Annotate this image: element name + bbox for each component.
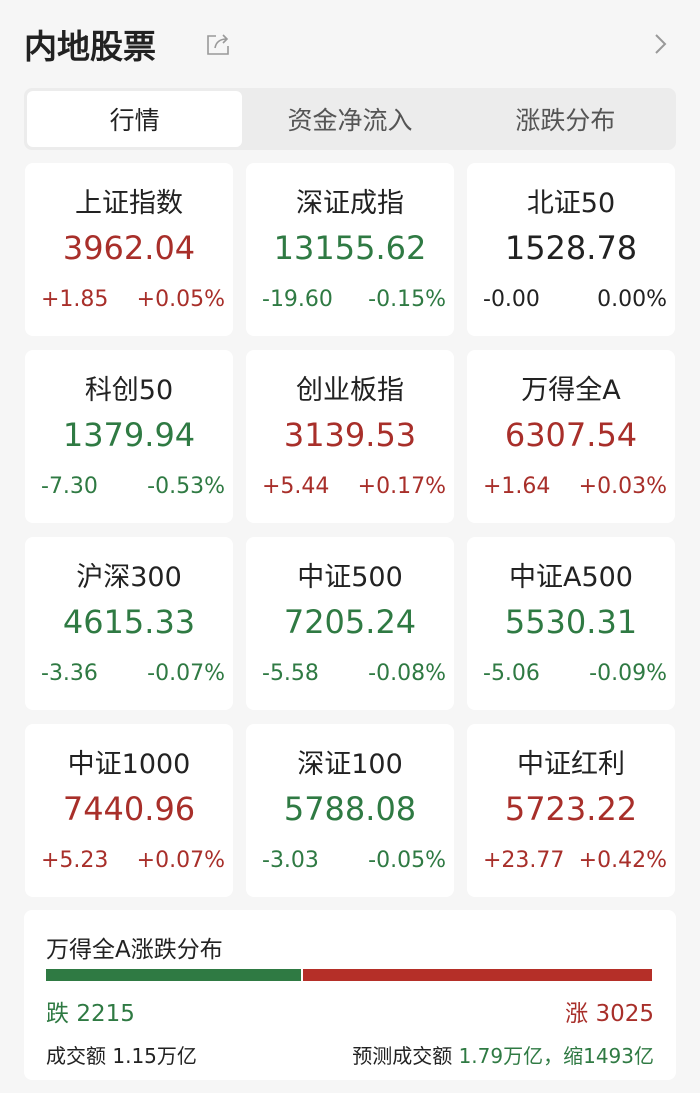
index-percent: 0.00%: [597, 287, 667, 312]
index-change: +23.77: [483, 848, 565, 873]
index-change: -19.60: [262, 287, 333, 312]
index-percent: -0.15%: [368, 287, 446, 312]
index-value: 7440.96: [62, 790, 196, 828]
index-name: 沪深300: [76, 562, 182, 593]
index-name: 万得全A: [521, 375, 621, 406]
index-grid: 上证指数 3962.04 +1.85 +0.05% 深证成指 13155.62 -…: [25, 163, 675, 897]
index-card[interactable]: 深证100 5788.08 -3.03 -0.05%: [246, 724, 454, 897]
index-change: -3.03: [262, 848, 319, 873]
share-icon[interactable]: [206, 32, 230, 56]
index-name: 中证1000: [67, 749, 191, 780]
index-name: 深证成指: [296, 188, 404, 219]
index-value: 3962.04: [62, 229, 196, 267]
index-percent: -0.08%: [368, 661, 446, 686]
tab-market[interactable]: 行情: [27, 91, 243, 147]
index-percent: +0.17%: [357, 474, 446, 499]
tab-bar: 行情 资金净流入 涨跌分布: [24, 88, 676, 150]
fall-bar: [46, 969, 301, 981]
index-change: +5.44: [262, 474, 330, 499]
index-card[interactable]: 中证A500 5530.31 -5.06 -0.09%: [467, 537, 675, 710]
distribution-title: 万得全A涨跌分布: [46, 937, 223, 963]
index-card[interactable]: 万得全A 6307.54 +1.64 +0.03%: [467, 350, 675, 523]
index-value: 5723.22: [504, 790, 638, 828]
index-percent: -0.05%: [368, 848, 446, 873]
index-card[interactable]: 科创50 1379.94 -7.30 -0.53%: [25, 350, 233, 523]
distribution-panel[interactable]: 万得全A涨跌分布 跌 2215 涨 3025 成交额 1.15万亿 预测成交额 …: [24, 910, 676, 1080]
index-card[interactable]: 中证1000 7440.96 +5.23 +0.07%: [25, 724, 233, 897]
index-name: 中证红利: [517, 749, 625, 780]
index-value: 4615.33: [62, 603, 196, 641]
tab-net-inflow[interactable]: 资金净流入: [287, 106, 413, 135]
index-name: 科创50: [84, 375, 174, 406]
index-change: -3.36: [41, 661, 98, 686]
index-value: 1528.78: [504, 229, 638, 267]
index-name: 创业板指: [296, 375, 404, 406]
rise-count: 涨 3025: [565, 1001, 654, 1027]
index-card[interactable]: 中证500 7205.24 -5.58 -0.08%: [246, 537, 454, 710]
index-percent: -0.07%: [147, 661, 225, 686]
index-value: 6307.54: [504, 416, 638, 454]
index-name: 中证A500: [508, 562, 633, 593]
volume: 成交额 1.15万亿: [46, 1044, 197, 1068]
index-card[interactable]: 深证成指 13155.62 -19.60 -0.15%: [246, 163, 454, 336]
index-value: 3139.53: [283, 416, 417, 454]
index-card[interactable]: 上证指数 3962.04 +1.85 +0.05%: [25, 163, 233, 336]
index-change: -5.06: [483, 661, 540, 686]
index-card[interactable]: 北证50 1528.78 -0.00 0.00%: [467, 163, 675, 336]
chevron-right-icon[interactable]: [652, 30, 668, 58]
index-card[interactable]: 创业板指 3139.53 +5.44 +0.17%: [246, 350, 454, 523]
index-name: 上证指数: [75, 188, 183, 219]
index-name: 中证500: [297, 562, 403, 593]
index-value: 1379.94: [62, 416, 196, 454]
index-percent: +0.03%: [578, 474, 667, 499]
index-percent: -0.09%: [589, 661, 667, 686]
index-value: 13155.62: [273, 229, 427, 267]
index-percent: +0.05%: [136, 287, 225, 312]
forecast-volume: 预测成交额 1.79万亿，缩1493亿: [352, 1044, 654, 1068]
index-name: 深证100: [297, 749, 403, 780]
index-card[interactable]: 中证红利 5723.22 +23.77 +0.42%: [467, 724, 675, 897]
index-change: -0.00: [483, 287, 540, 312]
index-value: 7205.24: [283, 603, 417, 641]
page-title: 内地股票: [24, 27, 156, 66]
index-change: -5.58: [262, 661, 319, 686]
fall-count: 跌 2215: [46, 1001, 135, 1027]
index-change: -7.30: [41, 474, 98, 499]
index-percent: +0.07%: [136, 848, 225, 873]
index-change: +1.64: [483, 474, 551, 499]
index-change: +5.23: [41, 848, 109, 873]
rise-bar: [303, 969, 652, 981]
index-card[interactable]: 沪深300 4615.33 -3.36 -0.07%: [25, 537, 233, 710]
index-value: 5788.08: [283, 790, 417, 828]
index-change: +1.85: [41, 287, 109, 312]
index-name: 北证50: [526, 188, 616, 219]
tab-distribution[interactable]: 涨跌分布: [515, 106, 616, 135]
index-value: 5530.31: [504, 603, 638, 641]
index-percent: +0.42%: [578, 848, 667, 873]
index-percent: -0.53%: [147, 474, 225, 499]
